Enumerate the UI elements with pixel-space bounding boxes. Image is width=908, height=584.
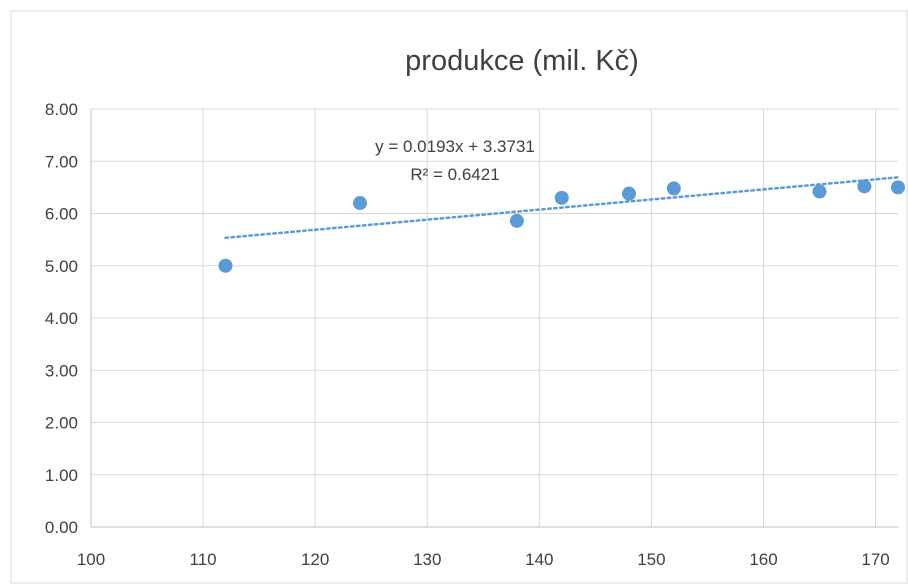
trendline-layer — [224, 176, 900, 240]
trendline-equation: y = 0.0193x + 3.3731 — [375, 137, 535, 156]
data-point — [622, 186, 636, 201]
data-point — [812, 184, 827, 199]
x-tick-label: 140 — [525, 550, 553, 569]
data-point — [666, 181, 681, 196]
data-points — [218, 179, 905, 273]
y-tick-label: 3.00 — [45, 361, 78, 380]
x-tick-label: 110 — [190, 550, 217, 569]
chart-title: produkce (mil. Kč) — [405, 45, 639, 77]
y-tick-label: 7.00 — [45, 152, 78, 171]
data-point — [509, 213, 524, 228]
axes — [90, 109, 898, 528]
data-point — [554, 190, 569, 205]
y-tick-label: 8.00 — [45, 100, 78, 119]
trendline-r-squared: R² = 0.6421 — [410, 165, 499, 184]
x-tick-label: 130 — [413, 550, 441, 569]
y-tick-label: 5.00 — [45, 257, 78, 276]
chart-border — [10, 10, 908, 584]
x-tick-label: 100 — [77, 550, 105, 569]
y-tick-label: 6.00 — [45, 205, 78, 224]
x-tick-label: 120 — [301, 550, 329, 569]
y-tick-label: 2.00 — [45, 414, 78, 433]
y-tick-label: 0.00 — [45, 518, 78, 537]
data-point — [857, 179, 872, 194]
x-tick-label: 170 — [861, 550, 889, 569]
data-point — [353, 196, 367, 211]
data-point — [891, 180, 905, 195]
tick-labels: 0.00 1.00 2.00 3.00 4.00 5.00 6.00 7.00 8.00 100 1… — [45, 100, 890, 569]
x-tick-label: 150 — [637, 550, 665, 569]
trendline — [224, 176, 900, 240]
y-tick-label: 4.00 — [45, 309, 78, 328]
x-tick-label: 160 — [749, 550, 777, 569]
y-tick-label: 1.00 — [45, 466, 78, 485]
data-point — [218, 258, 233, 273]
